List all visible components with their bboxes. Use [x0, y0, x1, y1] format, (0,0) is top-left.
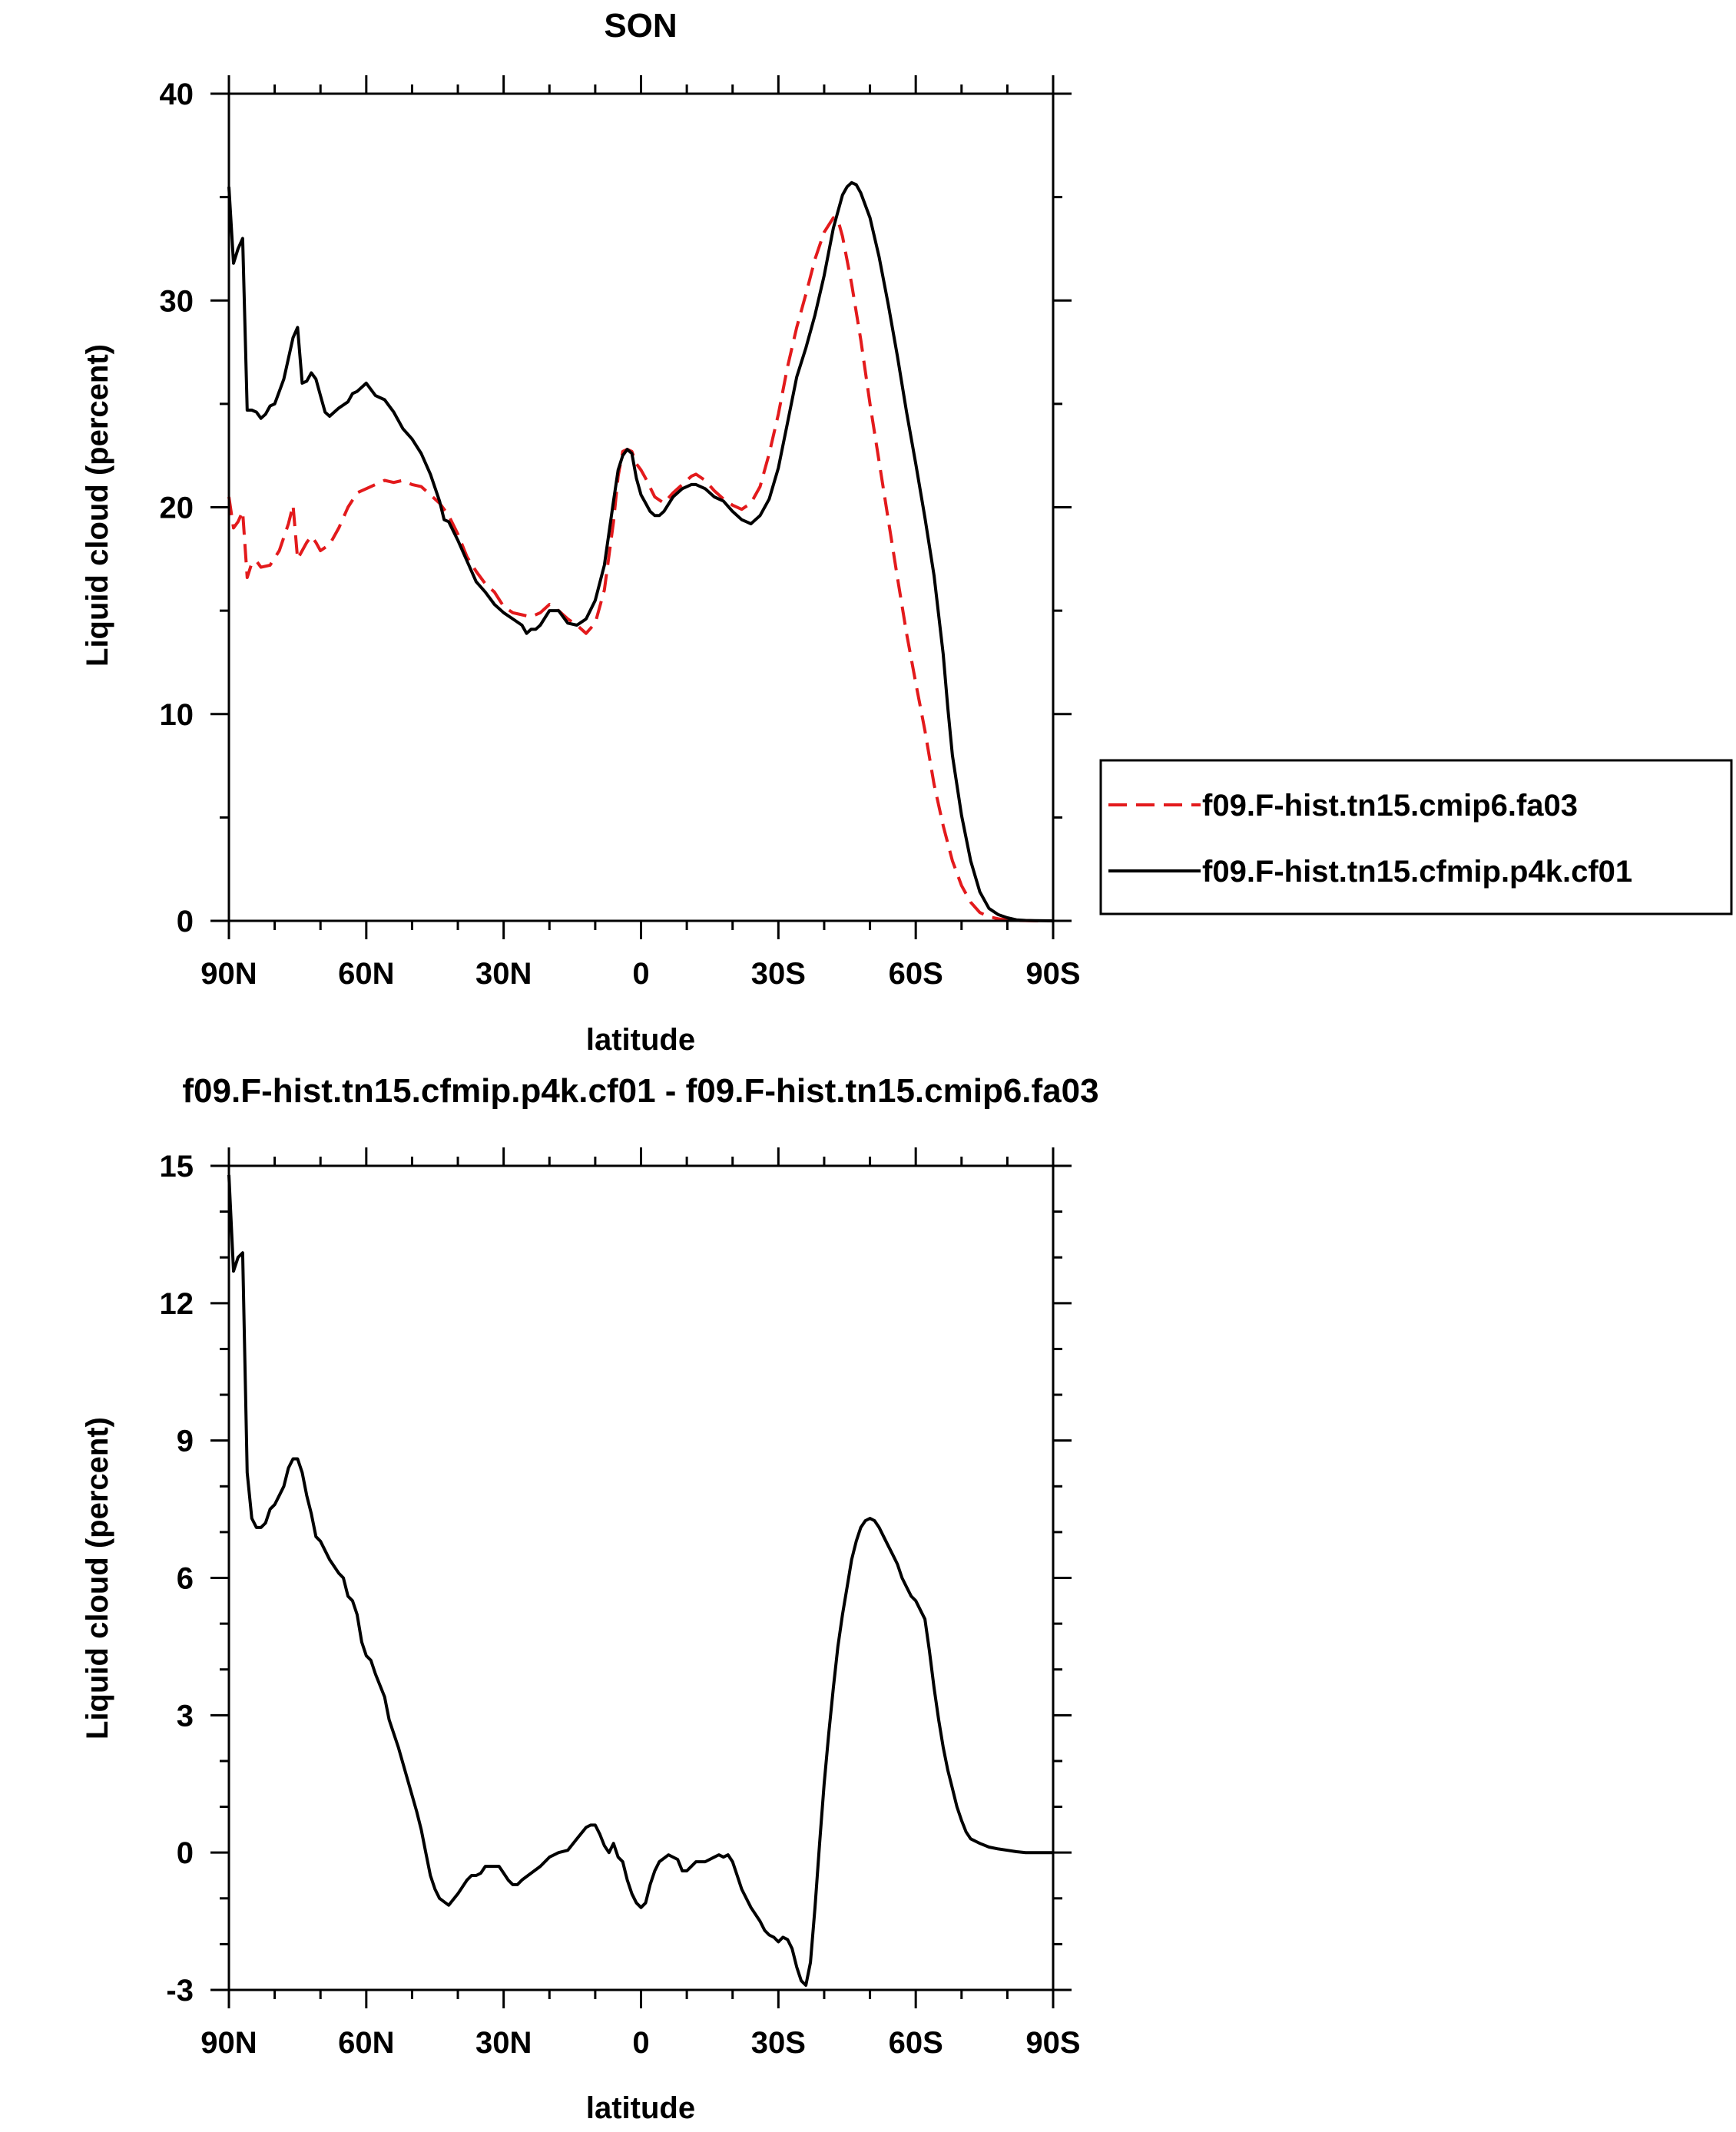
bottom-y-tick-label: 12: [160, 1287, 194, 1321]
bottom-x-tick-label: 30S: [751, 2026, 806, 2060]
bottom-x-tick-label: 60S: [889, 2026, 943, 2060]
top-x-tick-label: 30S: [751, 957, 806, 991]
bottom-x-tick-label: 90S: [1025, 2026, 1080, 2060]
top-x-tick-label: 60N: [338, 957, 394, 991]
top-series-2-line: [227, 180, 1054, 922]
bottom-y-tick-label: 0: [177, 1836, 194, 1870]
top-chart-ylabel: Liquid cloud (percent): [81, 344, 114, 667]
top-chart-title: SON: [604, 7, 677, 45]
top-chart-xlabel: latitude: [586, 1023, 695, 1057]
top-x-tick-label: 60S: [889, 957, 943, 991]
top-x-tick-label: 30N: [475, 957, 532, 991]
bottom-chart-title: f09.F-hist.tn15.cfmip.p4k.cf01 - f09.F-h…: [182, 1072, 1098, 1110]
bottom-plot-frame: [227, 1164, 1055, 1991]
bottom-y-tick-label: 15: [160, 1150, 194, 1184]
top-x-tick-label: 90S: [1025, 957, 1080, 991]
legend-box: [1099, 759, 1733, 915]
bottom-y-tick-label: 6: [177, 1562, 194, 1596]
legend-label-cmip6: f09.F-hist.tn15.cmip6.fa03: [1202, 789, 1578, 823]
bottom-chart-xlabel: latitude: [586, 2091, 695, 2125]
top-plot-frame: [227, 92, 1055, 922]
top-series-1-line: [227, 216, 1053, 922]
bottom-x-tick-label: 90N: [200, 2026, 257, 2060]
top-y-tick-label: 30: [160, 284, 194, 318]
bottom-y-tick-label: -3: [166, 1974, 194, 2008]
bottom-x-tick-label: 60N: [338, 2026, 394, 2060]
top-y-tick-label: 10: [160, 698, 194, 732]
top-y-tick-label: 0: [177, 905, 194, 939]
bottom-chart: f09.F-hist.tn15.cfmip.p4k.cf01 - f09.F-h…: [81, 1072, 1099, 2125]
bottom-chart-ylabel: Liquid cloud (percent): [81, 1417, 114, 1740]
legend-label-p4k: f09.F-hist.tn15.cfmip.p4k.cf01: [1202, 855, 1632, 889]
top-chart: SON Liquid cloud (percent) latitude f09.…: [81, 7, 1733, 1057]
top-x-tick-label: 90N: [200, 957, 257, 991]
bottom-series-1-line: [227, 1174, 1053, 1987]
top-x-tick-label: 0: [632, 957, 649, 991]
bottom-x-tick-label: 30N: [475, 2026, 532, 2060]
bottom-y-tick-label: 3: [177, 1699, 194, 1733]
top-y-tick-label: 40: [160, 78, 194, 111]
bottom-y-tick-label: 9: [177, 1425, 194, 1458]
top-chart-legend: f09.F-hist.tn15.cmip6.fa03 f09.F-hist.tn…: [1099, 759, 1733, 915]
top-y-tick-label: 20: [160, 492, 194, 525]
bottom-x-tick-label: 0: [632, 2026, 649, 2060]
